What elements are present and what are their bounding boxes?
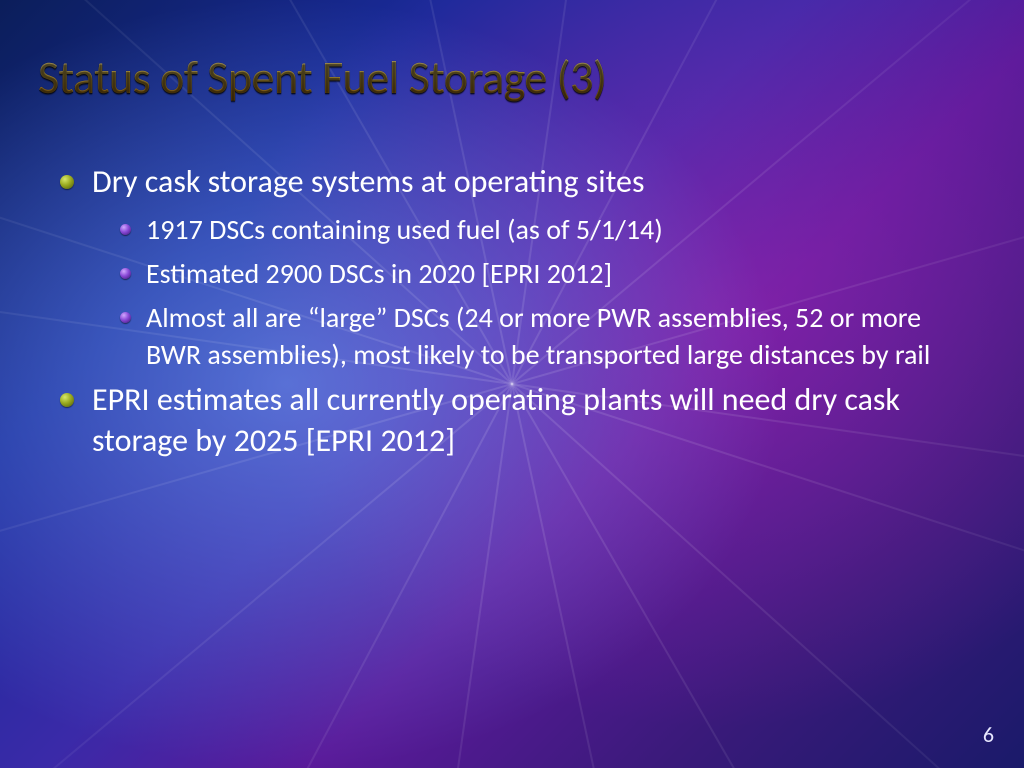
bullet-lvl1: Dry cask storage systems at operating si… — [60, 162, 970, 374]
bullet-lvl2: Estimated 2900 DSCs in 2020 [EPRI 2012] — [118, 255, 970, 293]
bullet-list-lvl2: 1917 DSCs containing used fuel (as of 5/… — [118, 211, 970, 374]
bullet-lvl1: EPRI estimates all currently operating p… — [60, 380, 970, 462]
bullet-lvl1-text: Dry cask storage systems at operating si… — [92, 162, 644, 201]
bullet-lvl2-text: Almost all are “large” DSCs (24 or more … — [146, 300, 930, 373]
slide: Status of Spent Fuel Storage (3) Dry cas… — [0, 0, 1024, 768]
bullet-lvl2-text: Estimated 2900 DSCs in 2020 [EPRI 2012] — [146, 256, 612, 291]
bullet-lvl2: 1917 DSCs containing used fuel (as of 5/… — [118, 211, 970, 249]
slide-title: Status of Spent Fuel Storage (3) — [38, 50, 606, 106]
bullet-list-lvl1: Dry cask storage systems at operating si… — [60, 162, 970, 462]
bullet-lvl1-text: EPRI estimates all currently operating p… — [92, 380, 900, 460]
page-number: 6 — [983, 721, 994, 748]
bullet-lvl2-text: 1917 DSCs containing used fuel (as of 5/… — [146, 212, 663, 247]
bullet-lvl2: Almost all are “large” DSCs (24 or more … — [118, 299, 970, 375]
slide-body: Dry cask storage systems at operating si… — [60, 162, 970, 468]
